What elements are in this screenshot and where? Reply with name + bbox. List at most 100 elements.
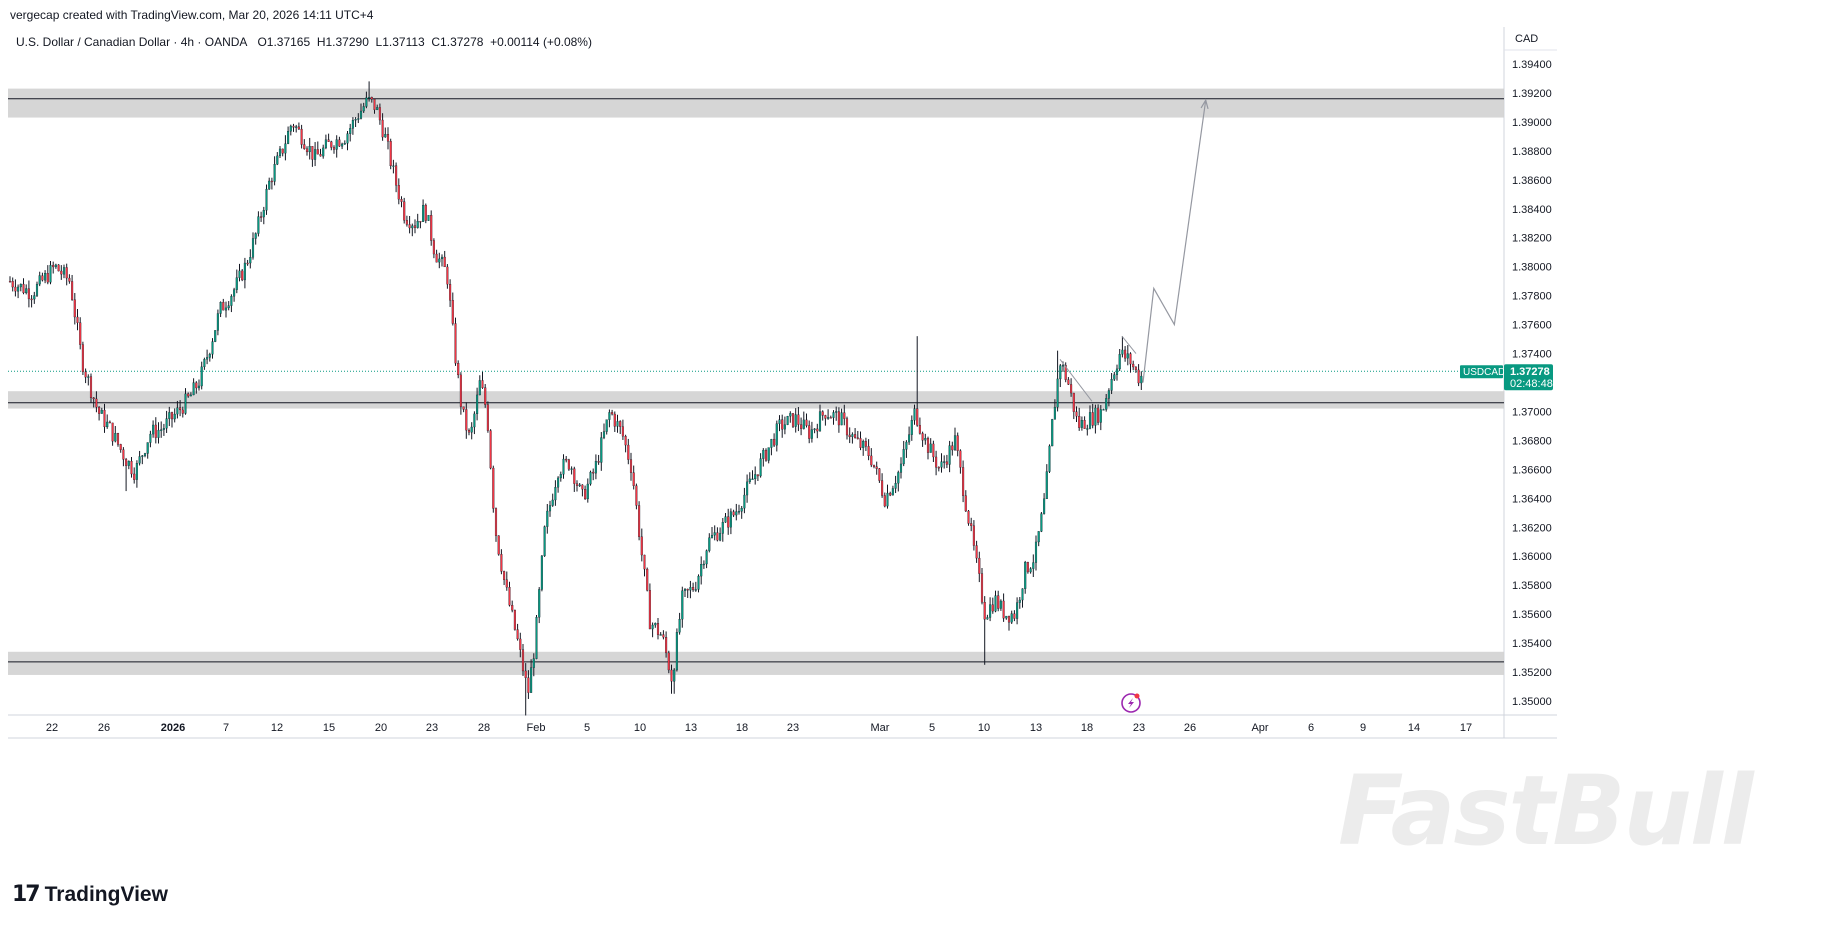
candle-body [200,366,203,387]
price-tick-label: 1.37800 [1512,291,1552,303]
candle-body [281,148,284,154]
time-tick-label: 5 [929,722,935,734]
candle-body [797,414,800,425]
candle-body [378,107,381,121]
price-axis[interactable]: CAD 1.39400 1.39200 1.39000 1.38800 1.38600 1.… [1460,33,1557,708]
tradingview-logo-text: TradingView [44,882,168,906]
candle-body [438,258,441,263]
projection-path[interactable] [1059,98,1209,402]
candle-body [905,441,908,450]
candle-body [1024,562,1027,589]
candle-body [786,416,789,425]
candle-body [497,535,500,555]
candle-body [457,363,460,376]
candle-body [257,216,260,234]
candle-body [818,411,822,432]
candle-body [68,277,71,282]
candle-body [953,435,957,451]
candle-body [883,495,886,507]
candle-body [670,669,673,682]
candle-body [79,322,82,345]
candle-body [386,134,390,142]
candle-body [346,133,349,144]
time-tick-label: 23 [426,722,438,734]
candle-body [1013,613,1016,619]
candle-body [57,264,60,272]
candle-body [897,472,900,484]
symbol-description[interactable]: U.S. Dollar / Canadian Dollar · 4h · OAN… [16,35,248,49]
candle-body [389,141,392,167]
candle-body [397,185,400,200]
candle-body [962,467,965,496]
candle-body [983,602,986,620]
time-axis[interactable]: 22 26 2026 7 12 15 20 23 28 Feb 5 10 13 18 23 Mar 5 10 13 1… [46,722,1472,734]
candle-body [338,139,341,147]
candle-body [959,450,962,468]
price-tick-label: 1.35400 [1512,638,1552,650]
candle-body [292,125,295,128]
alert-icon[interactable] [1121,693,1141,713]
candle-body [316,149,319,155]
candle-body [856,437,859,439]
candle-body [667,652,670,671]
candle-body [967,510,970,524]
tradingview-logo[interactable]: 17 TradingView [12,882,168,907]
price-tick-label: 1.36200 [1512,522,1552,534]
candle-body [1094,407,1097,426]
candle-body [600,437,603,463]
candle-body [243,262,246,281]
candle-body [146,442,149,454]
candle-body [419,220,422,223]
candle-body [135,463,138,480]
candle-body [697,575,700,590]
price-tick-label: 1.37400 [1512,349,1552,361]
candle-body [638,505,641,537]
price-tick-label: 1.38200 [1512,233,1552,245]
candle-body [902,449,905,465]
price-badge[interactable] [1504,364,1553,391]
candle-body [295,126,298,128]
candle-body [451,300,454,324]
chart-credit: vergecap created with TradingView.com, M… [10,8,374,22]
candle-body [673,669,676,682]
candle-body [986,617,989,620]
candle-body [467,430,471,433]
zone-box-2[interactable] [8,651,1504,675]
candle-body [98,406,101,414]
projection-line[interactable] [1142,100,1207,383]
candle-body [554,487,557,501]
candle-body [935,456,938,468]
time-tick-label: 23 [1133,722,1145,734]
candle-body [913,408,916,421]
candle-body [133,473,136,480]
candle-body [1002,600,1005,619]
candle-body [513,609,516,630]
candle-body [665,637,668,654]
zone-box-1[interactable] [8,391,1504,409]
symbol-badge[interactable] [1460,365,1503,379]
candle-body [403,201,406,221]
candle-body [872,464,876,467]
candle-body [287,131,290,144]
candle-body [727,516,730,528]
price-tick-label: 1.38600 [1512,175,1552,187]
candle-body [791,413,795,427]
swing-line-2 [1121,335,1137,354]
candle-body [60,270,63,275]
candle-body [937,467,940,469]
candle-body [413,225,417,228]
candle-body [216,313,219,331]
zone-box-0[interactable] [8,88,1504,118]
candle-body [616,421,619,427]
candle-body [92,397,95,400]
candle-body [1115,368,1119,375]
candle-body [710,534,714,538]
candle-body [427,215,430,221]
candle-body [524,670,527,678]
candle-body [535,617,538,659]
candle-body [1124,349,1127,359]
currency-label[interactable]: CAD [1515,33,1538,45]
candle-body [635,485,638,506]
candle-body [980,573,984,603]
